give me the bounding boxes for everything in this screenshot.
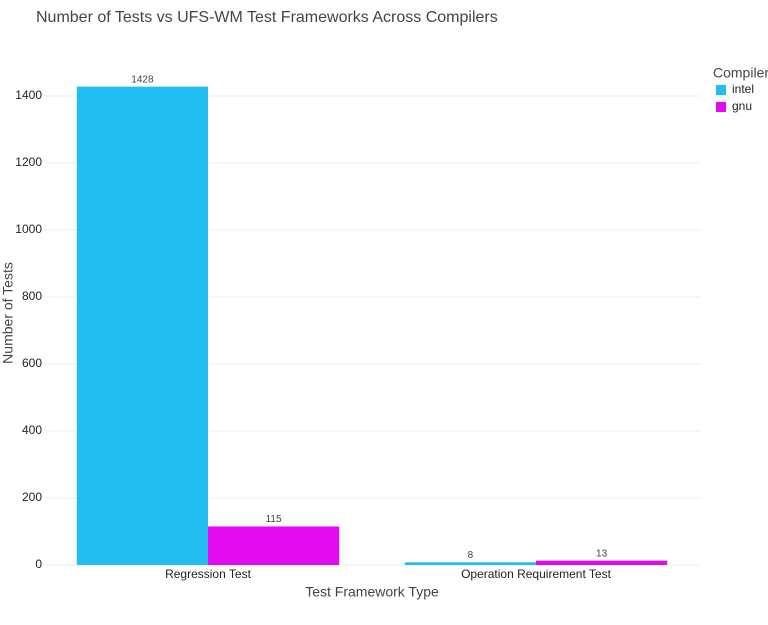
value-label: 1428: [131, 74, 154, 85]
y-tick-label: 800: [22, 289, 42, 303]
x-axis-label: Test Framework Type: [305, 584, 439, 600]
bar: [76, 86, 208, 566]
bar: [208, 526, 340, 565]
legend-label: intel: [732, 82, 754, 96]
y-tick-label: 1400: [15, 88, 42, 102]
y-tick-label: 1000: [15, 222, 42, 236]
value-label: 115: [266, 514, 282, 525]
legend-swatch: [716, 102, 726, 112]
x-tick-label: Operation Requirement Test: [461, 567, 612, 581]
y-axis-label: Number of Tests: [0, 262, 16, 364]
y-tick-label: 600: [22, 356, 42, 370]
y-tick-label: 1200: [15, 155, 42, 169]
value-label: 13: [596, 548, 608, 559]
legend-swatch: [716, 85, 726, 95]
bar: [536, 560, 668, 565]
chart-title: Number of Tests vs UFS-WM Test Framework…: [36, 9, 498, 26]
y-tick-label: 200: [22, 490, 42, 504]
legend-label: gnu: [732, 99, 752, 113]
value-label: 8: [468, 550, 474, 561]
x-tick-label: Regression Test: [165, 567, 251, 581]
y-tick-label: 400: [22, 423, 42, 437]
legend-title: Compiler: [713, 65, 768, 81]
y-tick-label: 0: [35, 557, 42, 571]
bar: [404, 562, 536, 565]
